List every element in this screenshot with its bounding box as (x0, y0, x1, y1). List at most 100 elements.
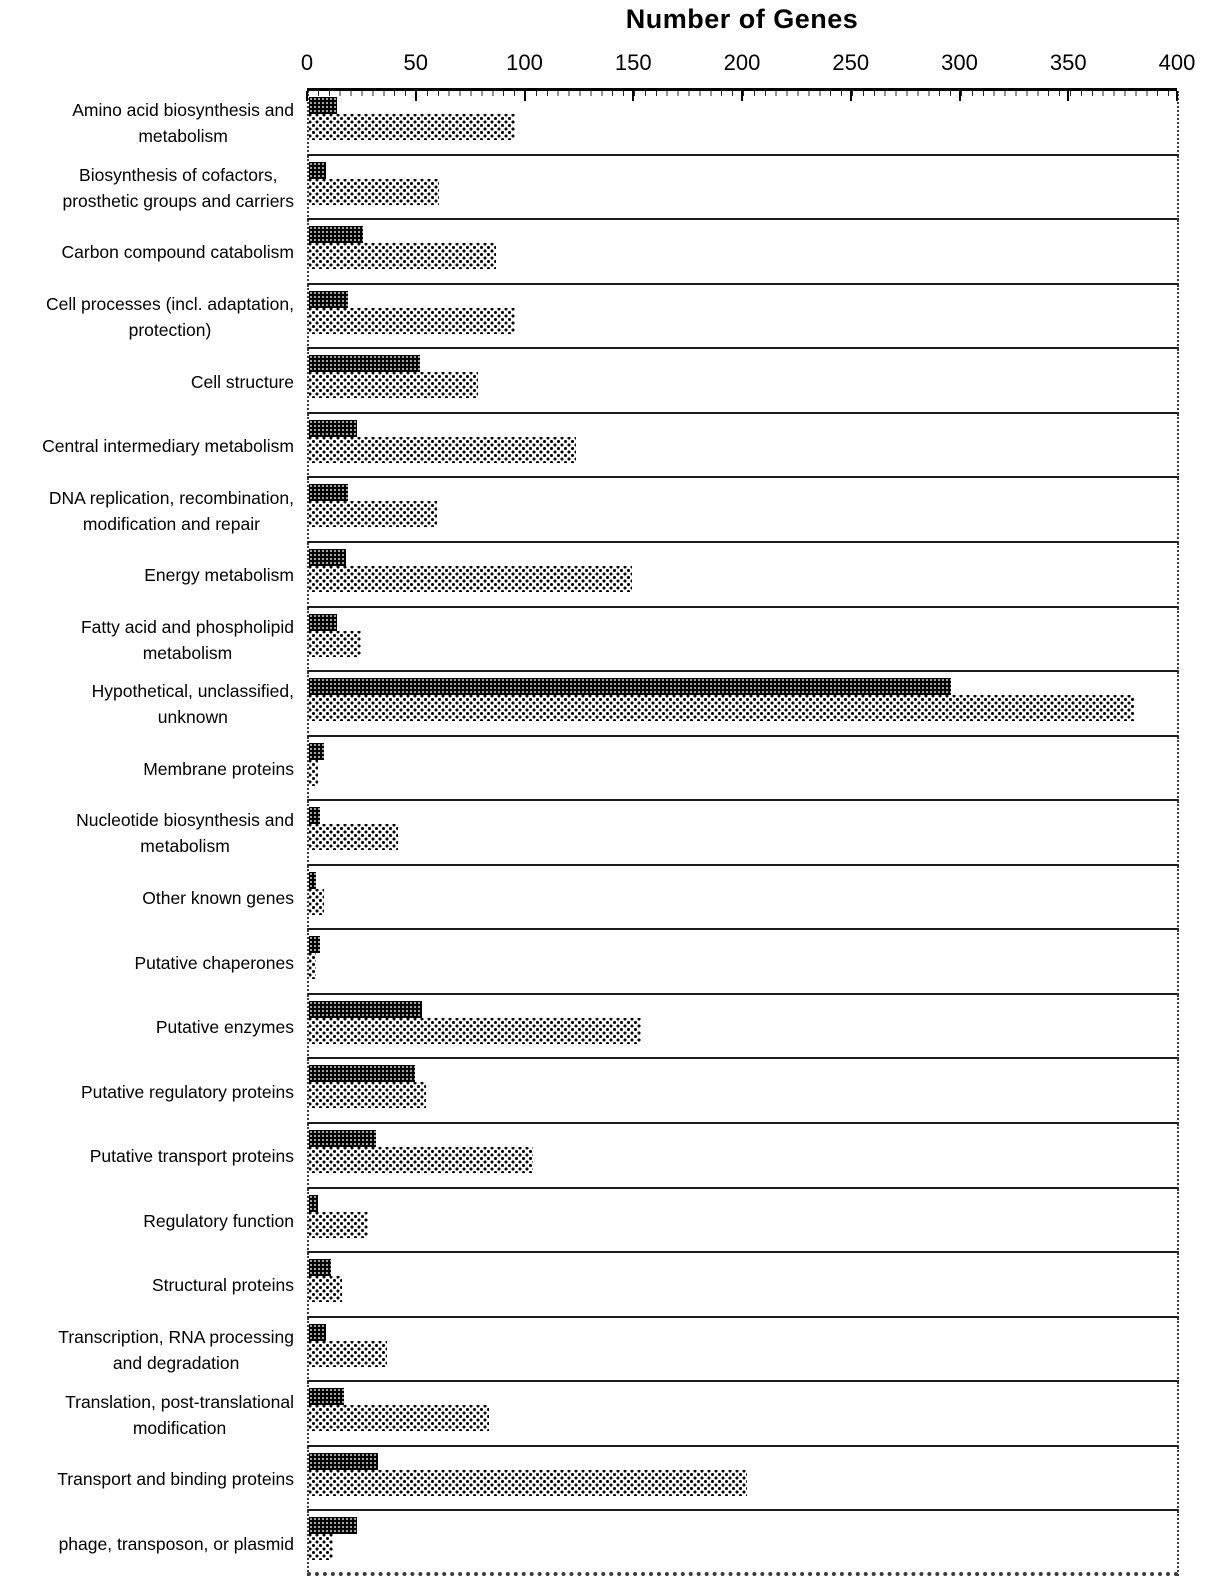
plot-cell (307, 994, 1179, 1060)
bar-light-dotted (309, 1211, 368, 1238)
bar-dark-crosshatch (309, 1194, 318, 1212)
category-row: Biosynthesis of cofactors, prosthetic gr… (0, 155, 1215, 221)
bar-light-dotted (309, 565, 633, 592)
x-axis-major-tick (414, 91, 417, 101)
x-axis-major-tick (958, 91, 961, 101)
x-axis-tick-label: 350 (1049, 50, 1087, 75)
bar-light-dotted (309, 307, 516, 334)
x-axis-tick-label: 300 (941, 50, 978, 75)
x-axis-major-tick (1176, 91, 1178, 101)
category-label-cell: Nucleotide biosynthesis and metabolism (0, 801, 307, 866)
bar-dark-crosshatch (309, 548, 346, 566)
category-row: Hypothetical, unclassified, unknown (0, 672, 1215, 737)
category-label-cell: Amino acid biosynthesis and metabolism (0, 91, 307, 156)
category-label-cell: Energy metabolism (0, 543, 307, 608)
category-label-cell: Other known genes (0, 866, 307, 931)
category-row: Putative regulatory proteins (0, 1059, 1215, 1124)
plot-cell (307, 930, 1179, 995)
category-row: Central intermediary metabolism (0, 413, 1215, 479)
category-label-cell: Transcription, RNA processing and degrad… (0, 1318, 307, 1383)
category-label: Amino acid biosynthesis and metabolism (72, 100, 294, 147)
x-axis-major-tick (849, 91, 852, 101)
category-row: Amino acid biosynthesis and metabolism (0, 91, 1215, 156)
bar-dark-crosshatch (309, 1323, 327, 1341)
bar-dark-crosshatch (309, 355, 420, 373)
category-label: Regulatory function (143, 1210, 294, 1231)
category-label: Fatty acid and phospholipid metabolism (80, 616, 294, 663)
category-row: Putative chaperones (0, 930, 1215, 995)
category-label-cell: phage, transposon, or plasmid (0, 1511, 307, 1576)
bar-light-dotted (309, 1017, 641, 1044)
bar-light-dotted (309, 759, 318, 786)
plot-cell (307, 1188, 1179, 1254)
bar-dark-crosshatch (309, 742, 325, 760)
bar-light-dotted (309, 953, 316, 980)
category-label-cell: Translation, post-translational modifica… (0, 1382, 307, 1447)
category-label-cell: Cell processes (incl. adaptation, protec… (0, 285, 307, 350)
category-label-cell: Fatty acid and phospholipid metabolism (0, 608, 307, 673)
bar-light-dotted (309, 1405, 490, 1432)
category-row: Nucleotide biosynthesis and metabolism (0, 801, 1215, 866)
category-label: Structural proteins (151, 1275, 294, 1296)
x-axis-tick-label: 200 (723, 50, 761, 75)
category-label: phage, transposon, or plasmid (58, 1533, 294, 1554)
bar-dark-crosshatch (309, 1388, 344, 1406)
category-label-cell: Putative chaperones (0, 930, 307, 995)
plot-cell (307, 155, 1179, 221)
plot-cell (307, 349, 1179, 414)
category-row: Regulatory function (0, 1188, 1215, 1254)
category-label-cell: Hypothetical, unclassified, unknown (0, 672, 307, 737)
x-axis-tick-label: 100 (506, 50, 543, 75)
bar-light-dotted (309, 436, 576, 463)
bar-dark-crosshatch (309, 871, 316, 889)
x-axis-ruler (306, 88, 1178, 101)
bar-dark-crosshatch (309, 1517, 357, 1535)
bar-light-dotted (309, 1276, 342, 1303)
plot-cell (307, 413, 1179, 479)
category-label-cell: Biosynthesis of cofactors, prosthetic gr… (0, 156, 307, 221)
category-label-cell: Cell structure (0, 349, 307, 414)
plot-cell (307, 607, 1179, 673)
plot-cell (307, 91, 1179, 156)
bar-dark-crosshatch (309, 419, 357, 437)
category-label: Membrane proteins (143, 758, 294, 779)
chart-title: Number of Genes (625, 4, 859, 34)
plot-cell (307, 1124, 1179, 1189)
plot-cell (307, 542, 1179, 608)
category-label-cell: Putative regulatory proteins (0, 1059, 307, 1124)
plot-cell (307, 1317, 1179, 1383)
category-label: Putative chaperones (134, 952, 294, 973)
category-label: Central intermediary metabolism (42, 436, 294, 457)
bar-dark-crosshatch (309, 1130, 377, 1147)
bar-dark-crosshatch (309, 678, 952, 696)
x-axis-major-tick (632, 91, 635, 101)
category-row: Carbon compound catabolism (0, 220, 1215, 285)
bar-light-dotted (309, 888, 325, 915)
plot-cell (307, 1446, 1179, 1512)
category-label-cell: Regulatory function (0, 1189, 307, 1254)
category-label-cell: Putative transport proteins (0, 1124, 307, 1189)
plot-cell (307, 1382, 1179, 1447)
category-label-cell: Central intermediary metabolism (0, 414, 307, 479)
plot-cell (307, 478, 1179, 543)
bar-dark-crosshatch (309, 1000, 422, 1018)
bar-light-dotted (309, 1082, 427, 1109)
category-row: Other known genes (0, 865, 1215, 931)
category-label: Cell processes (incl. adaptation, protec… (45, 293, 294, 340)
category-row: Transcription, RNA processing and degrad… (0, 1317, 1215, 1383)
category-label: Putative enzymes (155, 1017, 294, 1038)
bar-light-dotted (309, 501, 438, 528)
bar-light-dotted (309, 372, 479, 399)
category-row: Putative enzymes (0, 994, 1215, 1060)
bar-light-dotted (309, 630, 362, 657)
category-row: DNA replication, recombination, modifica… (0, 478, 1215, 543)
bar-dark-crosshatch (309, 484, 349, 502)
category-row: phage, transposon, or plasmid (0, 1511, 1215, 1576)
x-axis-tick-label: 50 (403, 50, 428, 75)
category-label-cell: Carbon compound catabolism (0, 220, 307, 285)
x-axis-major-tick (306, 91, 308, 101)
bar-light-dotted (309, 1147, 533, 1173)
category-label: Transport and binding proteins (57, 1469, 294, 1490)
plot-cell (307, 865, 1179, 931)
